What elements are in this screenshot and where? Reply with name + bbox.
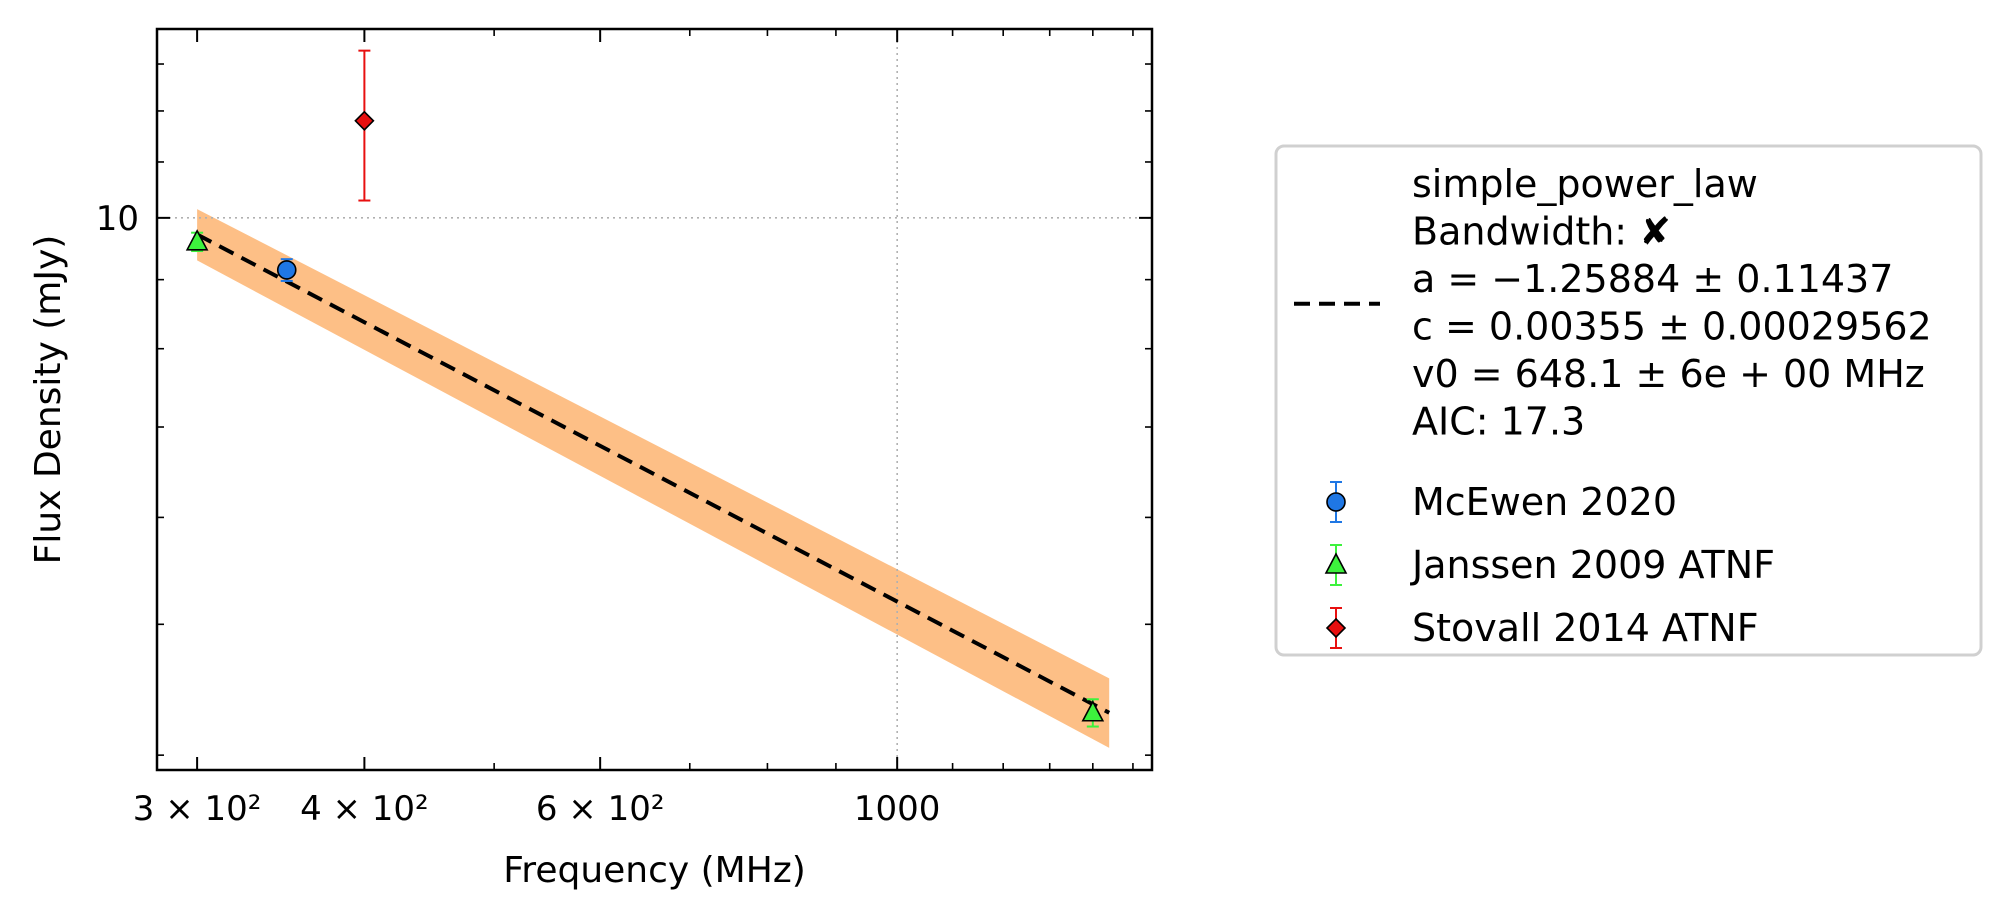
- plot-frame: [155, 27, 1154, 772]
- legend-marker-triangle: [1324, 552, 1348, 574]
- legend-fit-text-line: a = −1.25884 ± 0.11437: [1412, 257, 1893, 301]
- data-point-circle: [276, 260, 297, 280]
- data-points-layer: [185, 49, 1105, 728]
- x-axis-label: Frequency (MHz): [503, 850, 806, 891]
- legend-fit-text-line: v0 = 648.1 ± 6e + 00 MHz: [1412, 352, 1925, 396]
- legend-series-label: McEwen 2020: [1412, 480, 1677, 524]
- fit-line-layer: [196, 232, 1111, 715]
- x-tick-label: 4 × 10²: [300, 789, 429, 829]
- legend-marker-diamond: [1325, 617, 1347, 639]
- data-point-triangle: [1081, 700, 1105, 722]
- y-axis-label: Flux Density (mJy): [28, 235, 69, 565]
- legend-fit-text-line: Bandwidth: ✘: [1412, 210, 1671, 254]
- legend-box: [1274, 144, 1983, 657]
- legend-marker-circle: [1326, 492, 1346, 512]
- legend-series-label: Stovall 2014 ATNF: [1412, 606, 1759, 650]
- legend-fit-text-line: c = 0.00355 ± 0.00029562: [1412, 305, 1932, 349]
- grid-layer: [157, 29, 1152, 770]
- data-point-triangle: [185, 229, 209, 251]
- fit-uncertainty-band-layer: [197, 209, 1110, 748]
- x-tick-label: 6 × 10²: [536, 789, 665, 829]
- fit-line: [196, 232, 1111, 715]
- legend-fit-text-line: simple_power_law: [1412, 162, 1758, 206]
- fit-uncertainty-band: [197, 209, 1110, 748]
- x-tick-label: 1000: [854, 789, 941, 829]
- y-tick-label: 10: [96, 199, 139, 239]
- axes-layer: 3 × 10² 4 × 10² 6 × 10² 1000 10 Frequency (MH…: [28, 27, 1154, 891]
- data-point-diamond: [354, 110, 375, 131]
- legend-series-label: Janssen 2009 ATNF: [1410, 543, 1775, 587]
- x-tick-label: 3 × 10²: [133, 789, 262, 829]
- legend-fit-text-line: AIC: 17.3: [1412, 400, 1585, 444]
